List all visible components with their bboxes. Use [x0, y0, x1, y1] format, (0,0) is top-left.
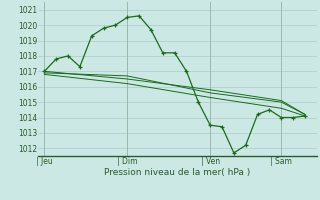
X-axis label: Pression niveau de la mer( hPa ): Pression niveau de la mer( hPa )	[104, 168, 251, 177]
